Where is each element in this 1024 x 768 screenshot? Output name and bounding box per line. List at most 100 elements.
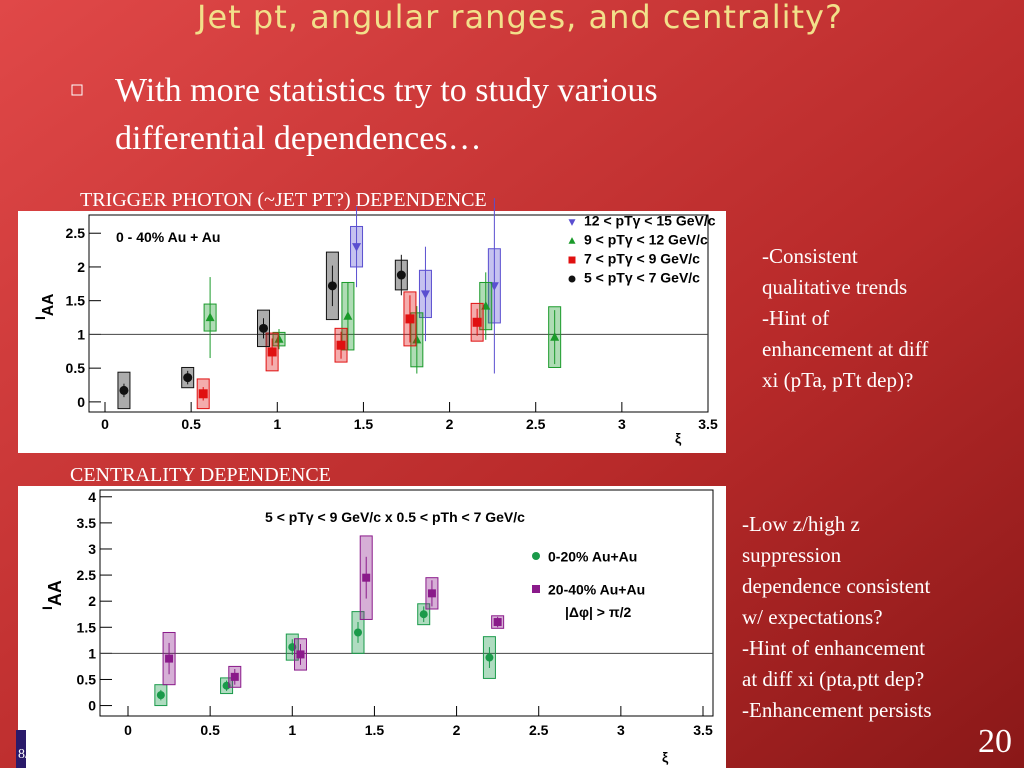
y-tick-label: 1	[88, 645, 96, 661]
chart-panel	[18, 211, 726, 453]
point	[550, 332, 560, 341]
note-line: at diff xi (pta,ptt dep?	[742, 667, 924, 691]
point	[412, 334, 422, 344]
x-tick-label: 2.5	[529, 722, 549, 738]
point	[165, 654, 174, 663]
x-tick-label: 1.5	[354, 416, 374, 432]
point	[420, 290, 430, 299]
y-tick-label: 1	[77, 326, 85, 342]
x-tick-label: 3.5	[698, 416, 718, 432]
y-tick-label: 2.5	[66, 225, 86, 241]
legend-marker	[568, 237, 576, 244]
x-tick-label: 0	[124, 722, 132, 738]
point	[472, 317, 482, 327]
x-tick-label: 0	[101, 416, 109, 432]
footer: Justin Frantz - PHENIX	[425, 754, 560, 768]
y-tick-label: 1.5	[77, 619, 97, 635]
point	[362, 573, 371, 582]
point	[205, 312, 215, 322]
section-label: CENTRALITY DEPENDENCE	[70, 464, 331, 486]
bullet-line: With more statistics try to study variou…	[115, 72, 658, 109]
legend-marker	[532, 585, 540, 593]
annotation: 0 - 40% Au + Au	[116, 229, 220, 245]
legend-marker	[568, 275, 576, 283]
x-tick-label: 1	[273, 416, 281, 432]
point	[396, 270, 406, 280]
plot-frame	[88, 214, 709, 413]
y-axis-label: IAA	[32, 294, 57, 320]
y-tick-label: 0	[88, 698, 96, 714]
point	[119, 385, 129, 395]
legend-marker	[568, 256, 576, 264]
legend-label: 0-20% Au+Au	[548, 549, 637, 565]
point	[230, 672, 239, 681]
note-line: -Hint of enhancement	[742, 636, 925, 660]
x-axis-label: ξ	[662, 749, 669, 765]
y-tick-label: 0.5	[66, 360, 86, 376]
point	[352, 243, 362, 252]
point	[427, 589, 436, 598]
chart-title: 5 < pTγ < 9 GeV/c x 0.5 < pTh < 7 GeV/c	[265, 509, 525, 525]
point	[419, 610, 428, 619]
y-label-sub: AA	[45, 580, 65, 606]
point	[485, 653, 494, 662]
legend-label: 5 < pTγ < 7 GeV/c	[584, 270, 700, 286]
y-tick-label: 1.5	[66, 293, 86, 309]
point	[343, 311, 353, 320]
bullet-line: differential dependences…	[115, 120, 482, 157]
legend-label: 20-40% Au+Au	[548, 582, 645, 598]
y-tick-label: 2	[77, 259, 85, 275]
note-line: -Consistent	[762, 244, 858, 268]
y-tick-label: 0	[77, 394, 85, 410]
point	[327, 281, 337, 291]
note-line: qualitative trends	[762, 275, 907, 299]
legend-marker	[568, 219, 576, 226]
y-tick-label: 4	[88, 489, 96, 505]
accent	[16, 730, 26, 768]
x-tick-label: 3	[617, 722, 625, 738]
y-tick-label: 2.5	[77, 567, 97, 583]
note-line: -Enhancement persists	[742, 698, 932, 722]
point	[336, 340, 346, 350]
y-axis-label: IAA	[39, 580, 65, 610]
y-tick-label: 3	[88, 541, 96, 557]
x-tick-label: 3	[618, 416, 626, 432]
chart-panel	[18, 486, 726, 768]
point	[183, 373, 193, 383]
y-label-sub: AA	[40, 294, 57, 317]
point	[198, 389, 208, 399]
x-tick-label: 1	[288, 722, 296, 738]
point	[274, 334, 284, 343]
y-tick-label: 2	[88, 593, 96, 609]
x-axis-label: ξ	[675, 430, 682, 446]
legend-label: 12 < pTγ < 15 GeV/c	[584, 213, 716, 229]
point	[259, 323, 269, 333]
note-line: -Hint of	[762, 306, 829, 330]
legend-label: 9 < pTγ < 12 GeV/c	[584, 232, 708, 248]
page-number: 20	[978, 723, 1012, 760]
bullet-icon	[71, 84, 83, 96]
section-label: TRIGGER PHOTON (~JET PT?) DEPENDENCE	[80, 189, 487, 211]
point	[296, 650, 305, 659]
y-tick-label: 3.5	[77, 515, 97, 531]
point	[493, 618, 502, 627]
point	[267, 347, 277, 357]
note-line: enhancement at diff	[762, 337, 928, 361]
x-tick-label: 1.5	[365, 722, 385, 738]
note-line: w/ expectations?	[742, 605, 883, 629]
note-line: suppression	[742, 543, 842, 567]
x-tick-label: 3.5	[693, 722, 713, 738]
y-label-main: I	[32, 316, 48, 320]
note-line: xi (pTa, pTt dep)?	[762, 368, 913, 392]
x-tick-label: 0.5	[181, 416, 201, 432]
legend-label: 7 < pTγ < 9 GeV/c	[584, 251, 700, 267]
date: 8/14/2012	[18, 747, 75, 762]
plot-frame	[99, 489, 714, 717]
point	[354, 628, 362, 637]
x-tick-label: 0.5	[200, 722, 220, 738]
y-tick-label: 0.5	[77, 671, 97, 687]
slide-title: Jet pt, angular ranges, and centrality?	[195, 0, 843, 36]
annotation: |Δφ| > π/2	[565, 604, 631, 620]
x-tick-label: 2.5	[526, 416, 546, 432]
